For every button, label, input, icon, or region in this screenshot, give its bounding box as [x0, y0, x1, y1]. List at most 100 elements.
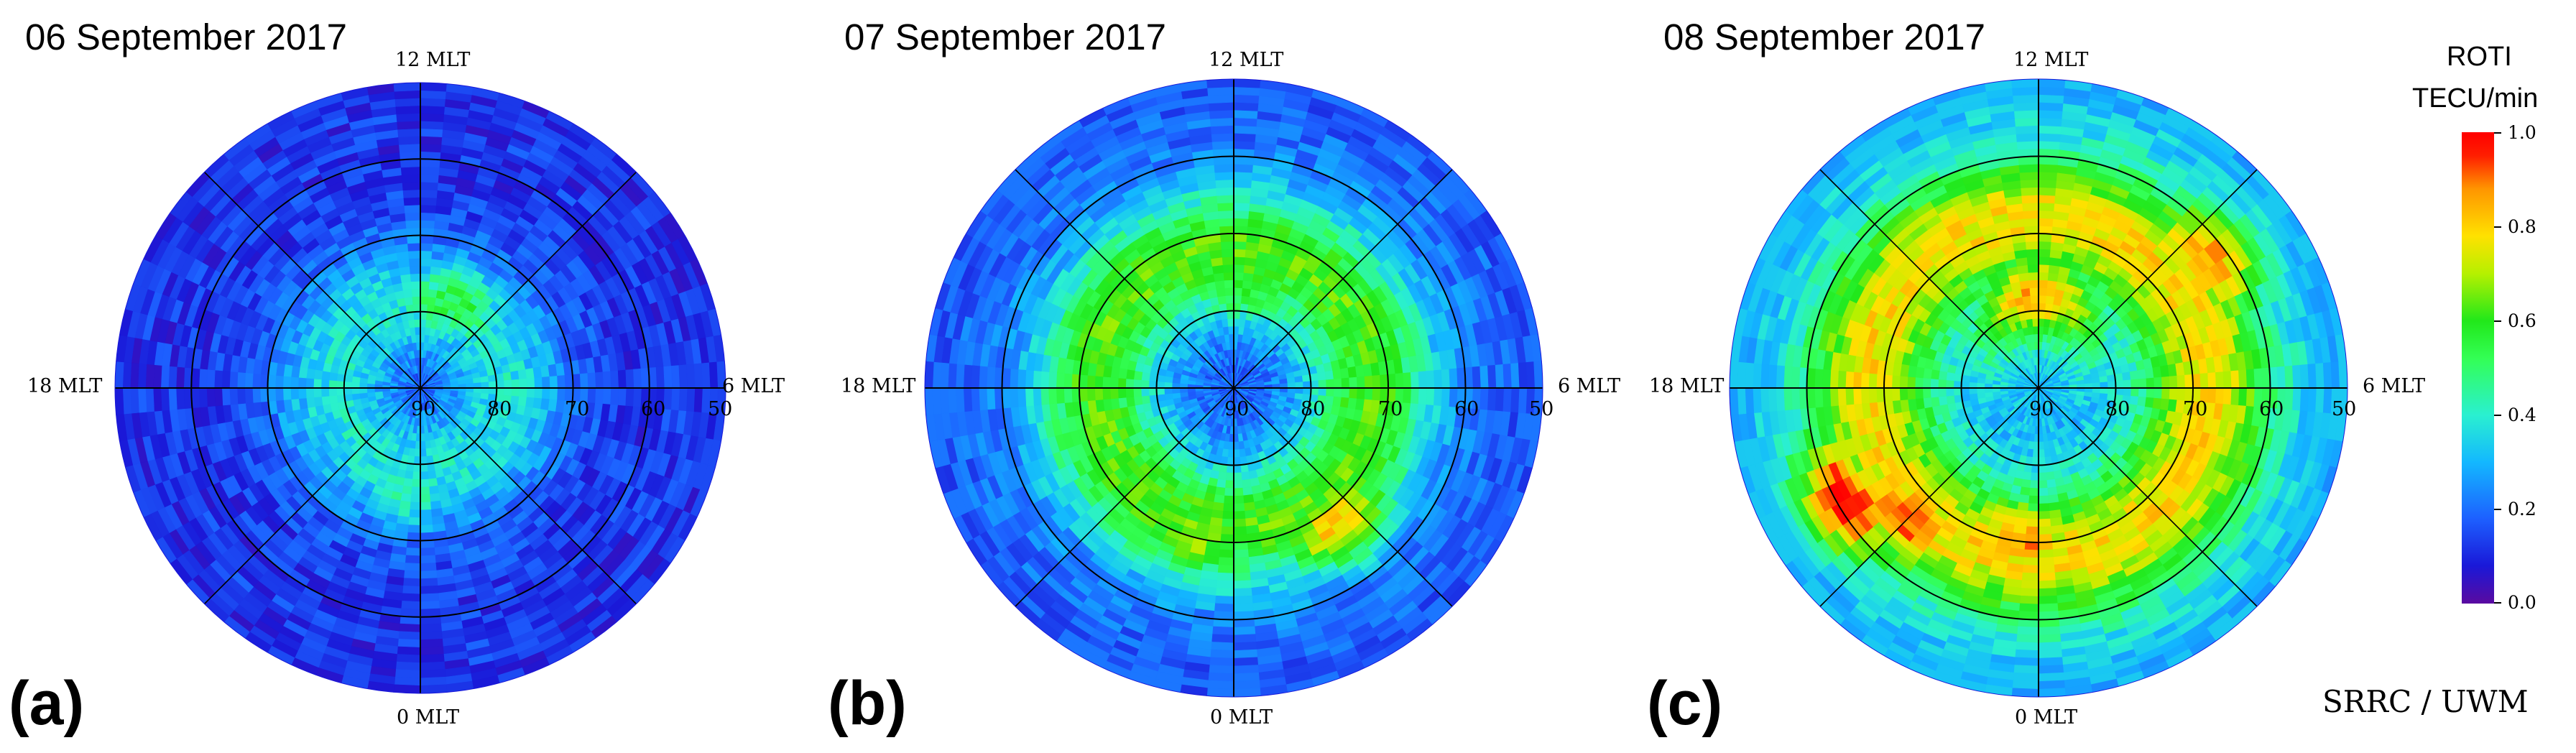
roti-cell	[420, 532, 434, 541]
roti-cell	[1216, 580, 1234, 589]
roti-cell	[1233, 302, 1242, 312]
roti-cell	[1217, 564, 1234, 574]
roti-cell	[328, 394, 338, 405]
roti-cell	[428, 289, 438, 298]
roti-cell	[408, 258, 421, 267]
roti-cell	[579, 373, 589, 389]
roti-cell	[1132, 387, 1142, 397]
roti-cell	[420, 570, 438, 579]
roti-cell	[274, 375, 284, 389]
lat-label-50-a: 50	[708, 398, 733, 420]
roti-cell	[1426, 387, 1435, 406]
roti-cell	[1226, 302, 1234, 312]
roti-cell	[420, 494, 431, 503]
roti-cell	[1224, 480, 1234, 489]
roti-cell	[1233, 495, 1245, 504]
roti-cell	[1233, 580, 1252, 589]
lat-label-60-a: 60	[641, 398, 666, 420]
roti-cell	[1357, 376, 1366, 389]
roti-cell	[1056, 372, 1065, 389]
roti-cell	[1224, 287, 1234, 296]
roti-cell	[1287, 382, 1296, 389]
roti-cell	[420, 623, 442, 633]
roti-cell	[1403, 372, 1412, 389]
roti-cell	[420, 676, 447, 686]
roti-cell	[1221, 249, 1234, 258]
roti-cell	[320, 379, 330, 389]
roti-cell	[473, 387, 482, 394]
roti-cell	[1410, 371, 1420, 389]
roti-cell	[206, 387, 216, 407]
roti-cell	[221, 370, 231, 389]
roti-cell	[420, 296, 429, 305]
roti-cell	[663, 366, 673, 389]
roti-cell	[504, 379, 512, 389]
roti-cell	[686, 364, 696, 389]
roti-cell	[1233, 194, 1251, 204]
polar-plot-panel-b: 07 September 2017 12 MLT 6 MLT 0 MLT 18 …	[819, 0, 1638, 753]
roti-cell	[481, 387, 489, 394]
mlt-label-left-a: 18 MLT	[27, 375, 103, 397]
roti-cell	[420, 479, 430, 488]
roti-cell	[213, 369, 223, 389]
roti-cell	[1094, 375, 1104, 389]
lat-label-70-a: 70	[565, 398, 590, 420]
roti-cell	[549, 387, 558, 400]
roti-cell	[1242, 272, 1255, 282]
roti-cell	[517, 369, 527, 380]
roti-cell	[1102, 376, 1111, 389]
roti-cell	[282, 387, 292, 400]
roti-cell	[1349, 376, 1358, 389]
roti-cell	[1171, 392, 1181, 399]
roti-cell	[587, 372, 596, 389]
roti-cell	[1341, 387, 1350, 399]
roti-cell	[290, 387, 299, 400]
roti-cell	[359, 392, 369, 399]
roti-cell	[1133, 370, 1143, 381]
roti-cell	[1233, 457, 1241, 466]
roti-cell	[313, 369, 323, 380]
roti-cell	[1333, 387, 1342, 398]
roti-cell	[1233, 163, 1254, 173]
roti-cell	[397, 120, 421, 130]
roti-cell	[1017, 369, 1027, 389]
roti-cell	[670, 387, 680, 411]
roti-cell	[160, 365, 170, 389]
roti-cell	[1233, 318, 1240, 327]
roti-cell	[1086, 374, 1096, 389]
roti-cell	[526, 387, 535, 399]
roti-cell	[1242, 486, 1253, 496]
roti-cell	[1079, 387, 1088, 402]
roti-cell	[1164, 393, 1173, 401]
roti-cell	[425, 440, 432, 450]
roti-cell	[1217, 194, 1234, 204]
roti-cell	[343, 387, 353, 395]
roti-cell	[1233, 557, 1250, 566]
roti-cell	[198, 368, 208, 389]
roti-cell	[625, 387, 634, 407]
roti-cell	[414, 319, 421, 328]
roti-cell	[1233, 233, 1248, 242]
roti-cell	[1318, 387, 1327, 397]
roti-cell	[542, 376, 550, 389]
roti-cell	[137, 363, 147, 389]
roti-cell	[534, 376, 543, 389]
roti-cell	[410, 273, 421, 282]
roti-cell	[488, 387, 497, 395]
roti-cell	[394, 97, 421, 107]
roti-cell	[420, 174, 440, 183]
roti-cell	[1117, 387, 1127, 399]
roti-cell	[420, 456, 428, 465]
roti-cell	[1009, 387, 1019, 408]
roti-cell	[403, 197, 421, 206]
roti-cell	[407, 525, 421, 534]
roti-cell	[420, 212, 436, 221]
roti-cell	[175, 387, 185, 410]
roti-cell	[397, 638, 421, 648]
roti-cell	[473, 382, 482, 389]
roti-cell	[160, 387, 170, 411]
roti-cell	[1218, 557, 1234, 566]
roti-cell	[394, 669, 421, 679]
roti-cell	[1295, 387, 1304, 394]
roti-cell	[420, 601, 440, 610]
